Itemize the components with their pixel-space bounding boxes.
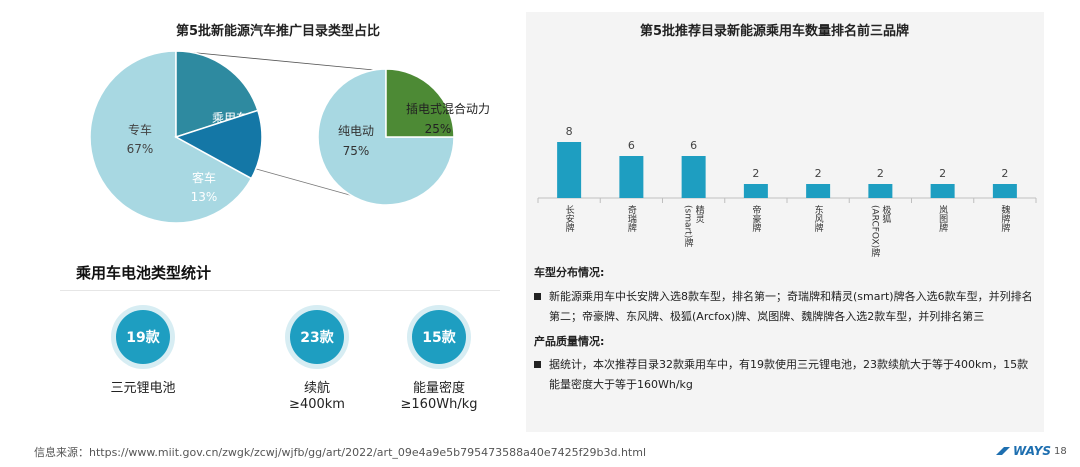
bar (557, 142, 582, 198)
bar-value-label: 2 (877, 167, 884, 180)
quality-text: 据统计，本次推荐目录32款乘用车中，有19款使用三元锂电池，23款续航大于等于4… (549, 358, 1029, 391)
bullet-icon (534, 293, 541, 300)
ways-logo: WAYS (996, 444, 1051, 458)
bar-value-label: 8 (566, 125, 573, 138)
pie-slice-label: 客车 (192, 170, 216, 185)
stat-label-ternary: 三元锂电池 (110, 381, 176, 396)
connector-line-top (176, 50, 375, 71)
pie2-slice-1 (317, 68, 455, 206)
pie2-slice-2 (385, 68, 455, 138)
x-category-label-line: 帝豪牌 (750, 205, 761, 232)
bar (868, 184, 893, 198)
stat-badge-ternary: 19款 (116, 310, 170, 364)
pie2-slice-value: 75% (343, 144, 370, 158)
pie-slice-2 (175, 50, 259, 139)
x-category-label: 极狐 (ARCFOX)牌 (869, 205, 890, 257)
bar (743, 184, 768, 198)
quality-heading: 产品质量情况: (534, 335, 605, 348)
distribution-paragraph: 新能源乘用车中长安牌入选8款车型，排名第一；奇瑞牌和精灵(smart)牌各入选6… (534, 287, 1039, 327)
distribution-heading: 车型分布情况: (534, 266, 605, 279)
pie2-slice-label: 插电式混合动力 (406, 101, 490, 116)
pie-slice-label: 专车 (128, 122, 152, 137)
x-category-label: 精灵 (smart)牌 (683, 205, 704, 247)
x-category-label: 帝豪牌 (750, 205, 760, 232)
bar-value-label: 6 (690, 139, 697, 152)
ways-logo-text: WAYS (1013, 444, 1052, 458)
pie-slice-value: 67% (127, 142, 154, 156)
x-category-label: 岚图牌 (937, 205, 947, 232)
x-category-label-line: 极狐 (880, 205, 891, 223)
page-number: 18 (1054, 446, 1067, 457)
right-panel (526, 12, 1044, 432)
battery-section-title: 乘用车电池类型统计 (76, 264, 212, 282)
x-category-label: 长安牌 (564, 205, 574, 232)
pie2-slice-value: 25% (425, 122, 452, 136)
x-category-label-line: 岚图牌 (937, 205, 948, 232)
x-category-label-line: 魏牌牌 (999, 205, 1010, 232)
x-category-label-line: (ARCFOX)牌 (869, 205, 880, 258)
bar (992, 184, 1017, 198)
pie-slice-value: 13% (191, 190, 218, 204)
distribution-text: 新能源乘用车中长安牌入选8款车型，排名第一；奇瑞牌和精灵(smart)牌各入选6… (549, 290, 1033, 323)
pie2-slice-label: 纯电动 (338, 124, 374, 138)
x-category-label: 魏牌牌 (999, 205, 1009, 232)
stat-label-range: 续航 ≥400km (289, 381, 345, 412)
bar-chart-title: 第5批推荐目录新能源乘用车数量排名前三品牌 (640, 24, 910, 39)
bar (806, 184, 831, 198)
x-category-label-line: 奇瑞牌 (625, 205, 636, 232)
pie-slice-3 (174, 109, 263, 180)
x-category-label: 奇瑞牌 (626, 205, 636, 232)
stat-label-density: 能量密度 ≥160Wh/kg (400, 381, 478, 412)
stat-badge-density: 15款 (412, 310, 466, 364)
ways-logo-icon (996, 447, 1010, 455)
x-category-label-line: 东风牌 (812, 205, 823, 232)
x-category-label: 东风牌 (813, 205, 823, 232)
x-category-label-line: 精灵 (693, 205, 704, 223)
x-category-label-line: (smart)牌 (682, 205, 693, 248)
stat-badge-range: 23款 (290, 310, 344, 364)
source-link[interactable]: 信息来源：https://www.miit.gov.cn/zwgk/zcwj/w… (34, 446, 647, 459)
bar-value-label: 2 (939, 167, 946, 180)
bar-value-label: 2 (752, 167, 759, 180)
bar (681, 156, 706, 198)
pie-slice-1 (89, 50, 253, 224)
connector-line-bottom (255, 168, 365, 200)
x-category-label-line: 长安牌 (563, 205, 574, 232)
bar-value-label: 2 (1001, 167, 1008, 180)
bullet-icon (534, 361, 541, 368)
bar (619, 156, 644, 198)
quality-paragraph: 据统计，本次推荐目录32款乘用车中，有19款使用三元锂电池，23款续航大于等于4… (534, 355, 1039, 395)
bar (930, 184, 955, 198)
bar-value-label: 6 (628, 139, 635, 152)
bar-value-label: 2 (815, 167, 822, 180)
bar-chart: 8 6 6 2 2 2 2 2 (537, 125, 1037, 203)
pie-chart-title: 第5批新能源汽车推广目录类型占比 (176, 24, 381, 39)
section-divider (60, 290, 500, 291)
